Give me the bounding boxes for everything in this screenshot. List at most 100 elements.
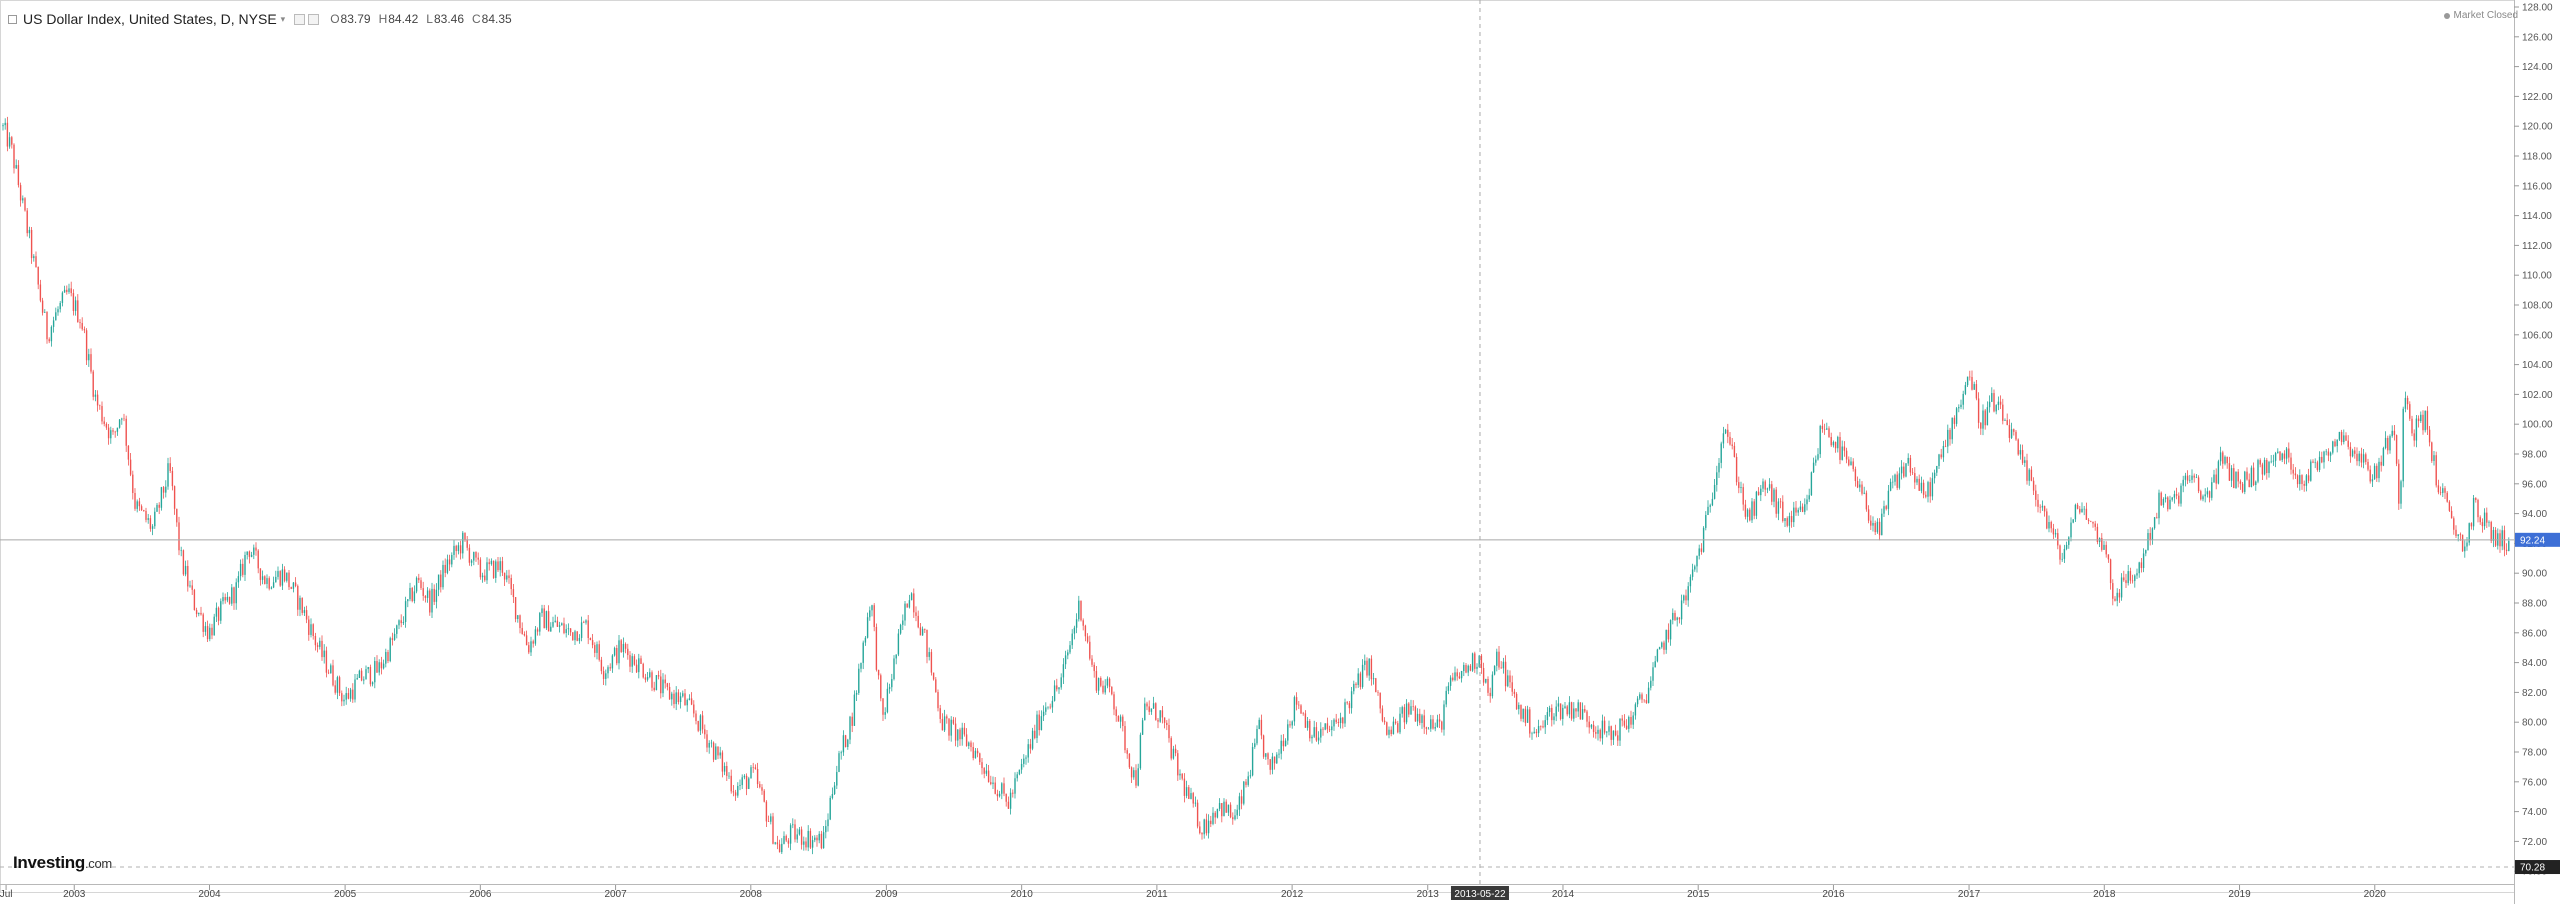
legend-hide-icon[interactable] [308, 13, 320, 25]
candle-body [1172, 748, 1175, 759]
candle-body [1489, 692, 1491, 697]
candle-body [2087, 519, 2090, 522]
candle-body [426, 590, 429, 598]
candle-body [2189, 479, 2191, 481]
candle-body [1502, 661, 1505, 669]
candle-body [1949, 429, 1951, 440]
candle-body [1760, 488, 1762, 496]
candle-body [1843, 446, 1846, 451]
legend-collapse-icon[interactable] [8, 14, 17, 24]
candle-body [2378, 461, 2380, 479]
candle-body [2202, 496, 2204, 500]
candle-body [2048, 522, 2050, 529]
candle-body [486, 562, 488, 581]
candle-body [2332, 441, 2334, 453]
candle-body [649, 672, 651, 678]
candle-body [2437, 485, 2440, 493]
candle-body [679, 696, 682, 703]
candle-body [2431, 442, 2433, 461]
candle-body [1942, 445, 1945, 458]
crosshair-date-box [1450, 886, 1509, 900]
candle-body [1271, 756, 1274, 770]
candle-body [657, 675, 660, 677]
candle-body [1139, 734, 1142, 769]
candle-body [1515, 693, 1518, 710]
candle-body [594, 645, 596, 653]
candle-body [2380, 461, 2382, 466]
candle-body [1830, 437, 1832, 446]
candle-body [886, 688, 889, 713]
candle-body [1570, 702, 1573, 719]
candle-body [1925, 494, 1927, 497]
candle-body [160, 487, 163, 508]
legend-symbol-title[interactable]: US Dollar Index, United States, D, NYSE [23, 11, 277, 27]
candle-body [1804, 504, 1806, 512]
candle-body [1166, 722, 1168, 725]
candle-body [1287, 724, 1289, 741]
candle-body [1427, 728, 1430, 730]
candle-body [1878, 521, 1881, 536]
candle-body [464, 532, 466, 541]
candle-body [1179, 773, 1181, 776]
candle-body [897, 633, 900, 655]
y-tick-label: 112.00 [2522, 241, 2552, 252]
candle-body [1368, 658, 1370, 676]
candle-body [959, 729, 961, 740]
candle-body [528, 645, 530, 653]
candle-body [2505, 549, 2508, 551]
candle-body [1141, 720, 1144, 735]
candle-body [1335, 719, 1337, 723]
candle-body [2413, 433, 2415, 441]
chevron-down-icon[interactable]: ▾ [280, 13, 286, 24]
candle-body [1447, 685, 1450, 691]
candle-body [1449, 677, 1452, 686]
candle-body [1546, 712, 1549, 721]
candle-body [638, 658, 640, 673]
candle-body [743, 775, 746, 778]
candle-body [1667, 629, 1670, 640]
candle-body [2343, 435, 2345, 443]
candle-body [547, 611, 550, 632]
candle-body [2032, 480, 2035, 491]
candle-body [1579, 702, 1582, 720]
candle-body [1665, 629, 1667, 650]
candle-body [990, 782, 992, 785]
candle-body [149, 518, 152, 529]
candle-body [2479, 517, 2481, 523]
candle-body [1951, 417, 1953, 440]
candle-body [330, 665, 332, 674]
candle-body [2468, 523, 2470, 543]
candle-body [1205, 819, 1208, 834]
y-tick-label: 90.00 [2522, 569, 2547, 580]
candle-body [554, 620, 556, 622]
x-tick-label: 2007 [604, 889, 627, 900]
candle-body [618, 640, 620, 664]
candle-body [2217, 461, 2220, 484]
candle-body [1749, 509, 1751, 521]
candle-body [151, 526, 154, 529]
legend-open: O83.79 [330, 12, 370, 26]
candle-body [1119, 716, 1122, 722]
candle-body [1432, 719, 1434, 729]
candle-body [512, 589, 515, 598]
candle-body [2307, 475, 2310, 481]
y-tick-label: 124.00 [2522, 62, 2553, 73]
legend-settings-icon[interactable] [294, 13, 306, 25]
candle-body [2215, 474, 2217, 484]
candle-body [336, 677, 339, 693]
candle-body [1370, 658, 1373, 680]
candle-body [2270, 461, 2272, 463]
candle-body [1630, 716, 1632, 725]
candle-body [2125, 580, 2127, 584]
candle-body [2116, 592, 2118, 601]
y-tick-label: 78.00 [2522, 748, 2547, 759]
candle-body [833, 785, 836, 795]
marker-price-label: 70.28 [2520, 863, 2545, 874]
candle-body [299, 597, 301, 610]
candle-body [1955, 408, 1958, 424]
candle-body [1815, 459, 1817, 463]
candle-body [2422, 414, 2424, 431]
candle-body [371, 682, 374, 685]
